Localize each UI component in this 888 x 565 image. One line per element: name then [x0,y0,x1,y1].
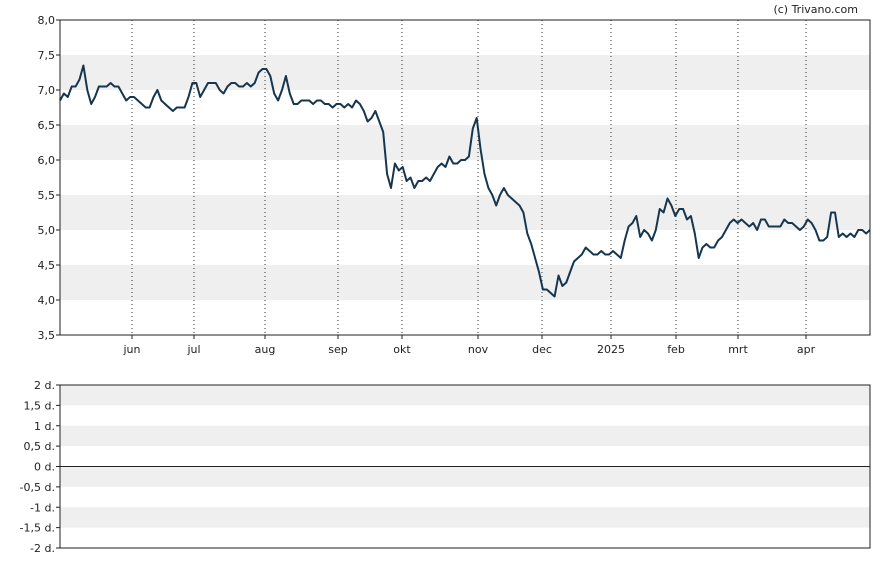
price-y-tick-label: 5,5 [38,189,56,202]
price-chart-vertical-grid [131,20,807,335]
price-x-tick-label: feb [667,343,685,356]
price-chart-band [60,195,870,230]
price-y-tick-label: 6,0 [38,154,56,167]
price-y-tick-label: 3,5 [38,329,56,342]
price-series-line [59,64,871,298]
lower-chart-panel: 2 d. 1,5 d. 1 d. 0,5 d. 0 d. -0,5 d. -1 d. -1,5… [20,379,871,555]
price-chart-panel: 8,0 7,5 7,0 6,5 6,0 5,5 5,0 4,5 4,0 3,5 jun jul aug… [38,14,871,356]
price-y-tick-label: 7,5 [38,49,56,62]
lower-chart-band [60,507,870,528]
lower-y-tick-label: 2 d. [34,379,55,392]
price-x-tick-label: nov [468,343,489,356]
lower-y-tick-label: 1,5 d. [24,399,55,412]
price-chart-band [60,265,870,300]
price-x-tick-label: sep [328,343,347,356]
price-chart-band [60,125,870,160]
price-y-tick-label: 7,0 [38,84,56,97]
lower-y-tick-label: 0,5 d. [24,440,55,453]
price-y-tick-label: 5,0 [38,224,56,237]
price-x-tick-label: mrt [728,343,748,356]
lower-y-tick-label: -1 d. [30,501,55,514]
credit-label: (c) Trivano.com [773,3,858,16]
price-chart-band [60,55,870,90]
price-x-tick-label: jun [123,343,141,356]
price-y-tick-label: 6,5 [38,119,56,132]
lower-y-tick-label: 0 d. [34,461,55,474]
lower-chart-frame [59,384,871,549]
lower-y-tick-label: -0,5 d. [20,481,55,494]
price-x-tick-label: dec [532,343,552,356]
price-x-tick-label: 2025 [597,343,625,356]
price-x-tick-label: jul [186,343,200,356]
price-chart-x-axis: jun jul aug sep okt nov dec 2025 feb mrt apr [123,335,816,356]
price-y-tick-label: 4,5 [38,259,56,272]
lower-chart-band [60,385,870,406]
lower-chart-bands [60,385,870,528]
price-y-tick-label: 8,0 [38,14,56,27]
price-x-tick-label: okt [393,343,411,356]
lower-y-tick-label: 1 d. [34,420,55,433]
price-chart-y-axis: 8,0 7,5 7,0 6,5 6,0 5,5 5,0 4,5 4,0 3,5 [38,14,60,342]
price-chart-frame [59,19,871,336]
lower-chart-y-axis: 2 d. 1,5 d. 1 d. 0,5 d. 0 d. -0,5 d. -1 d. -1,5… [20,379,60,555]
price-x-tick-label: aug [255,343,276,356]
lower-y-tick-label: -1,5 d. [20,522,55,535]
price-y-tick-label: 4,0 [38,294,56,307]
lower-chart-band [60,425,870,447]
price-chart-bands [60,55,870,300]
lower-chart-band [60,466,870,487]
lower-y-tick-label: -2 d. [30,542,55,555]
price-x-tick-label: apr [797,343,816,356]
